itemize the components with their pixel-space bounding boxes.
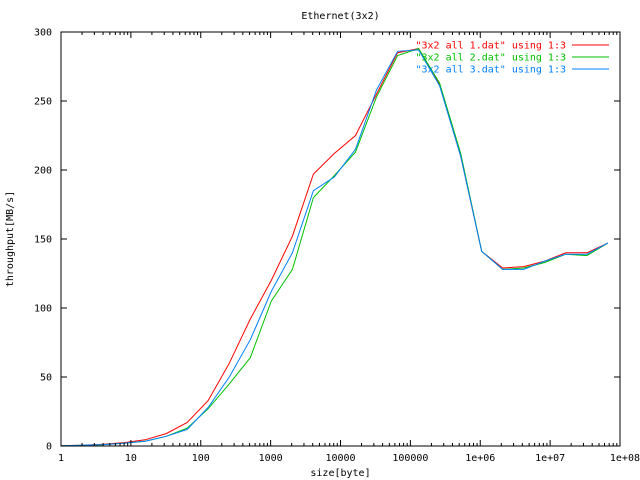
y-tick-label: 250	[34, 97, 52, 108]
legend: "3x2 all 1.dat" using 1:3"3x2 all 2.dat"…	[415, 41, 609, 76]
x-axis: 1 10 100 1000 10000 100000 1e+06 1e+07 1e+08	[58, 32, 640, 464]
x-axis-label: size[byte]	[310, 468, 370, 479]
y-tick-label: 50	[40, 373, 52, 384]
legend-entry-label: "3x2 all 3.dat" using 1:3	[415, 65, 566, 76]
series-line-3	[60, 49, 609, 447]
x-tick-label: 100000	[392, 453, 428, 464]
x-tick-label: 1e+08	[610, 453, 640, 464]
y-axis: 0 50 100 150 200 250 300	[34, 28, 620, 453]
legend-entry-label: "3x2 all 2.dat" using 1:3	[415, 53, 566, 64]
y-axis-label: throughput[MB/s]	[5, 191, 16, 287]
y-tick-label: 300	[34, 28, 52, 39]
chart-title: Ethernet(3x2)	[301, 11, 379, 22]
plot-lines	[60, 48, 609, 447]
y-tick-label: 100	[34, 304, 52, 315]
x-tick-label: 1e+06	[465, 453, 495, 464]
series-line-1	[60, 48, 609, 447]
legend-entry-label: "3x2 all 1.dat" using 1:3	[415, 41, 566, 52]
x-tick-label: 1	[58, 453, 64, 464]
y-tick-label: 150	[34, 235, 52, 246]
x-tick-label: 1000	[259, 453, 283, 464]
x-tick-label: 10	[125, 453, 137, 464]
x-tick-label: 1e+07	[535, 453, 565, 464]
y-tick-label: 0	[46, 442, 52, 453]
x-tick-label: 10000	[325, 453, 355, 464]
y-tick-label: 200	[34, 166, 52, 177]
x-tick-label: 100	[192, 453, 210, 464]
